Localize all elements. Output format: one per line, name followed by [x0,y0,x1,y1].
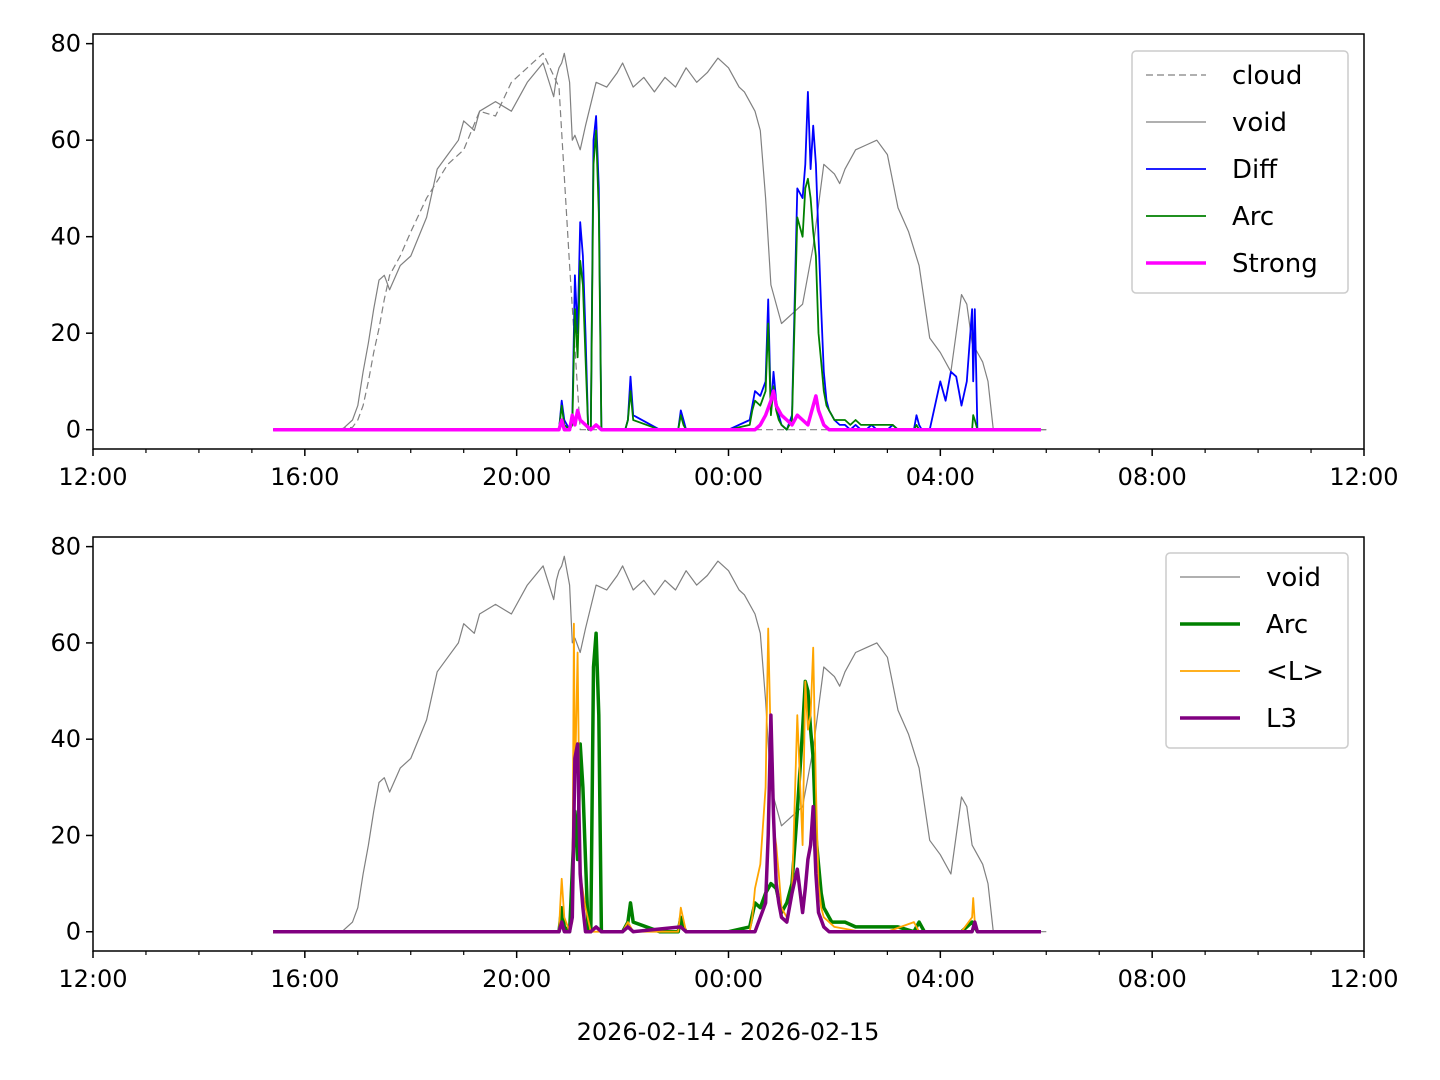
legend-entry: Arc [1266,610,1308,640]
series-line-arc [273,631,1041,934]
series-line-cloud [273,52,1047,431]
y-tick-label: 80 [50,533,81,561]
legend-box [1131,50,1349,294]
series-line-l3 [273,713,1041,934]
bottom-panel: 0 20 40 60 80 12:00 16:00 20:00 00:00 04:00 08:00 1… [50,533,1398,993]
y-tick-label: 20 [50,319,81,347]
legend-box [1165,552,1349,749]
x-tick-label: 12:00 [58,965,127,993]
x-tick-label: 00:00 [694,463,763,491]
legend: cloud void Diff Arc Strong [1131,50,1349,294]
y-tick-label: 0 [66,416,81,444]
legend-entry: cloud [1232,61,1302,91]
x-tick-label: 20:00 [482,965,551,993]
x-tick-label: 04:00 [906,965,975,993]
legend-entry: L3 [1266,704,1297,734]
series-line-void [273,555,1047,933]
legend: void Arc <L> L3 [1165,552,1349,749]
x-tick-label: 00:00 [694,965,763,993]
x-axis-label: 2026-02-14 - 2026-02-15 [577,1018,880,1046]
x-tick-label: 08:00 [1118,463,1187,491]
legend-entry: Strong [1232,249,1318,279]
series-group [273,555,1047,934]
legend-entry: <L> [1266,657,1324,687]
x-tick-label: 20:00 [482,463,551,491]
series-line-l [273,622,1041,933]
x-tick-label: 16:00 [270,463,339,491]
y-tick-label: 80 [50,30,81,58]
x-tick-label: 12:00 [1329,463,1398,491]
legend-entry: Arc [1232,202,1274,232]
legend-entry: Diff [1232,155,1278,185]
x-tick-label: 08:00 [1118,965,1187,993]
x-tick-label: 12:00 [1329,965,1398,993]
series-line-diff [273,91,1041,431]
legend-entry: void [1232,108,1287,138]
y-tick-label: 20 [50,821,81,849]
y-tick-label: 40 [50,725,81,753]
y-tick-label: 0 [66,918,81,946]
y-tick-label: 60 [50,629,81,657]
legend-entry: void [1266,563,1321,593]
x-tick-label: 16:00 [270,965,339,993]
series-line-strong [273,389,1041,432]
x-tick-label: 12:00 [58,463,127,491]
x-tick-label: 04:00 [906,463,975,491]
series-line-void [273,52,1047,431]
top-panel: 0 20 40 60 80 12:00 16:00 20:00 00:00 04:00 08:00 1… [50,30,1398,491]
series-group [273,52,1047,432]
y-tick-label: 40 [50,223,81,251]
y-tick-label: 60 [50,126,81,154]
